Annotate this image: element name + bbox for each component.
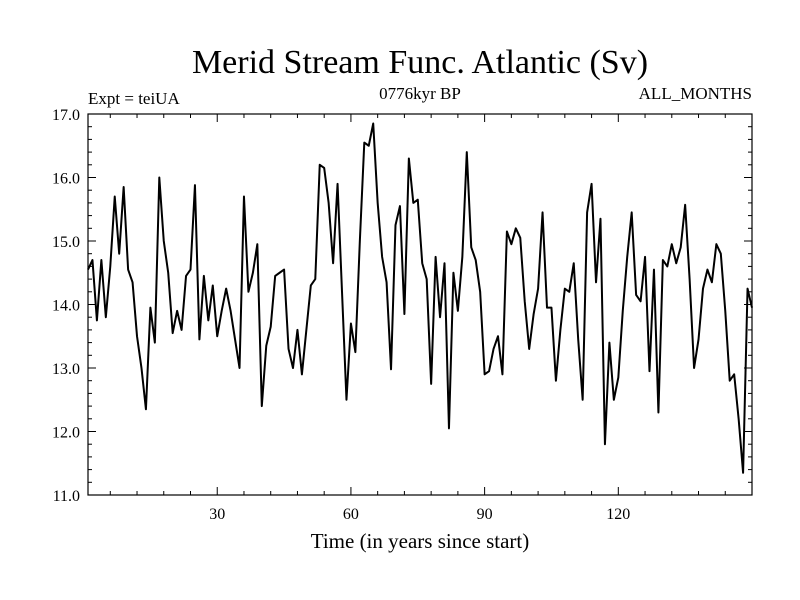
series-group <box>87 122 753 474</box>
chart-title: Merid Stream Func. Atlantic (Sv) <box>192 44 648 81</box>
y-tick-label: 17.0 <box>52 107 80 124</box>
axis-tick-labels: 11.0 12.0 13.0 14.0 15.0 16.0 17.0 30 60 90 120 <box>52 107 630 523</box>
x-tick-label: 90 <box>477 506 493 523</box>
y-tick-label: 15.0 <box>52 234 80 251</box>
time-period-label: 0776kyr BP <box>379 84 461 103</box>
x-tick-label: 120 <box>606 506 630 523</box>
y-tick-label: 13.0 <box>52 361 80 378</box>
y-tick-label: 11.0 <box>53 488 80 505</box>
months-label: ALL_MONTHS <box>639 84 752 103</box>
y-tick-label: 14.0 <box>52 298 80 315</box>
series-line <box>87 122 753 474</box>
experiment-label: Expt = teiUA <box>88 89 180 108</box>
x-tick-label: 30 <box>209 506 225 523</box>
x-axis-label: Time (in years since start) <box>311 529 530 553</box>
y-tick-label: 16.0 <box>52 171 80 188</box>
y-tick-label: 12.0 <box>52 425 80 442</box>
x-tick-label: 60 <box>343 506 359 523</box>
